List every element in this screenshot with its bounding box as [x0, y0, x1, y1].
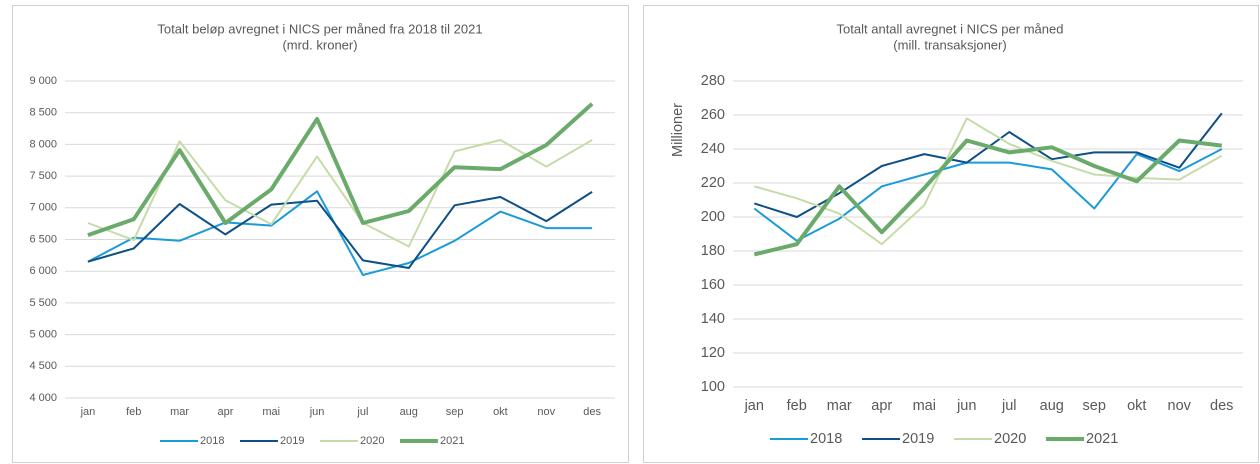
x-tick-label: nov [537, 406, 555, 418]
chart-frame [643, 5, 1259, 463]
y-tick-label: 180 [701, 243, 725, 259]
x-tick-label: mai [913, 398, 936, 414]
x-tick-label: feb [787, 398, 807, 414]
legend-label: 2020 [994, 431, 1026, 447]
series-line [87, 139, 593, 248]
legend-label: 2018 [810, 431, 842, 447]
chart-title: Totalt beløp avregnet i NICS per måned f… [157, 21, 482, 36]
y-tick-label: 120 [701, 345, 725, 361]
legend-label: 2019 [280, 435, 304, 447]
chart-subtitle: (mill. transaksjoner) [893, 37, 1006, 52]
x-tick-label: jun [309, 406, 325, 418]
y-tick-label: 4 500 [29, 360, 57, 372]
series-line [754, 117, 1223, 246]
y-tick-label: 160 [701, 277, 725, 293]
legend-label: 2021 [1086, 431, 1118, 447]
y-tick-label: 6 000 [29, 265, 57, 277]
x-tick-label: des [583, 406, 601, 418]
y-tick-label: 100 [701, 379, 725, 395]
y-tick-label: 7 000 [29, 202, 57, 214]
x-tick-label: mar [827, 398, 852, 414]
x-tick-label: okt [493, 406, 508, 418]
series-line [753, 148, 1223, 242]
y-tick-label: 200 [701, 209, 725, 225]
x-tick-label: apr [217, 406, 233, 418]
y-tick-label: 8 500 [29, 107, 57, 119]
chart-title: Totalt antall avregnet i NICS per måned [837, 21, 1064, 36]
y-tick-label: 140 [701, 311, 725, 327]
x-tick-label: aug [400, 406, 418, 418]
x-tick-label: jan [80, 406, 96, 418]
legend-label: 2018 [200, 435, 224, 447]
x-tick-label: aug [1040, 398, 1064, 414]
x-tick-label: nov [1168, 398, 1192, 414]
x-tick-label: apr [871, 398, 892, 414]
y-tick-label: 260 [701, 107, 725, 123]
x-tick-label: sep [446, 406, 464, 418]
x-tick-label: jan [744, 398, 764, 414]
legend-label: 2020 [360, 435, 384, 447]
series-line [87, 191, 593, 269]
x-tick-label: mar [170, 406, 189, 418]
y-tick-label: 6 500 [29, 233, 57, 245]
x-tick-label: feb [126, 406, 141, 418]
legend-label: 2021 [440, 435, 464, 447]
series-line [87, 190, 593, 276]
x-tick-label: jun [956, 398, 976, 414]
x-tick-label: sep [1083, 398, 1106, 414]
y-tick-label: 4 000 [29, 392, 57, 404]
y-axis-label: Millioner [670, 103, 686, 157]
legend-label: 2019 [902, 431, 934, 447]
x-tick-label: mai [262, 406, 280, 418]
x-tick-label: des [1210, 398, 1233, 414]
y-tick-label: 5 000 [29, 329, 57, 341]
y-tick-label: 240 [701, 141, 725, 157]
y-tick-label: 5 500 [29, 297, 57, 309]
y-tick-label: 9 000 [29, 75, 57, 87]
x-tick-label: jul [356, 406, 368, 418]
chart-subtitle: (mrd. kroner) [282, 37, 357, 52]
chart-frame [12, 5, 629, 463]
y-tick-label: 7 500 [29, 170, 57, 182]
series-line [753, 138, 1223, 257]
x-tick-label: okt [1127, 398, 1146, 414]
y-tick-label: 280 [701, 73, 725, 89]
y-tick-label: 220 [701, 175, 725, 191]
y-tick-label: 8 000 [29, 138, 57, 150]
series-line [87, 102, 594, 237]
x-tick-label: jul [1001, 398, 1017, 414]
